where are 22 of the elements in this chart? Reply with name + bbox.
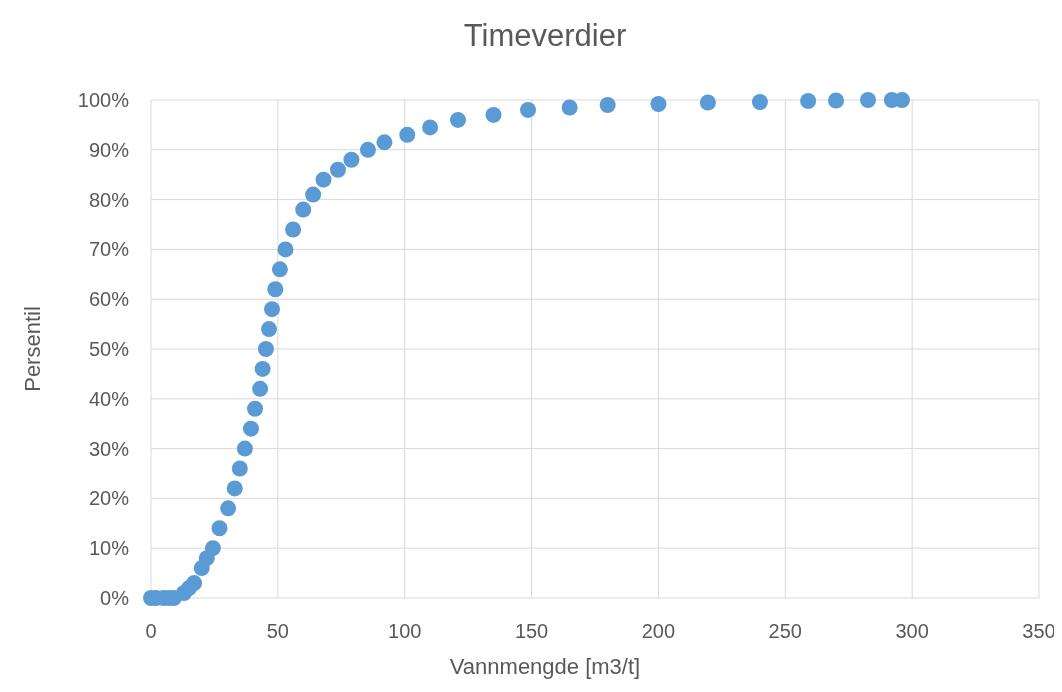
y-tick-label: 90% (88, 138, 130, 161)
x-tick-label: 0 (145, 620, 157, 642)
y-tick-label: 10% (88, 537, 130, 560)
y-tick-label: 20% (88, 487, 130, 510)
chart-title: Timeverdier (463, 18, 627, 53)
x-axis-title: Vannmengde [m3/t] (449, 654, 641, 679)
x-tick-label: 350 (1022, 620, 1056, 642)
y-axis-title: Persentil (20, 306, 45, 392)
y-tick-label: 40% (88, 387, 130, 410)
y-tick-label: 60% (88, 288, 130, 311)
y-tick-label: 70% (88, 238, 130, 261)
y-tick-label: 100% (77, 89, 130, 111)
y-tick-label: 50% (88, 338, 130, 360)
x-tick-label: 250 (768, 620, 802, 642)
x-tick-label: 100 (388, 620, 422, 642)
y-tick-label: 30% (88, 437, 130, 460)
y-tick-label: 80% (88, 188, 130, 211)
x-tick-label: 150 (514, 620, 549, 642)
x-tick-label: 50 (266, 620, 289, 642)
y-tick-label: 0% (100, 587, 130, 609)
x-tick-label: 300 (895, 620, 929, 642)
x-tick-label: 200 (641, 620, 676, 642)
